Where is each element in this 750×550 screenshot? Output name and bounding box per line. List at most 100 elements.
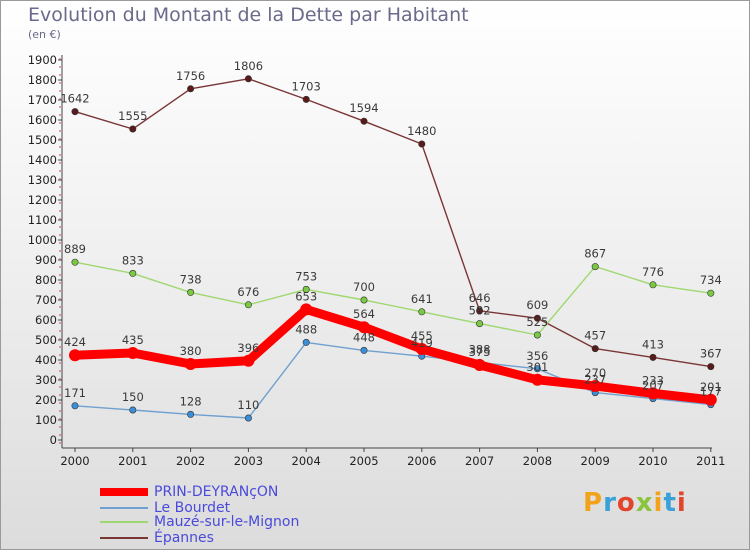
x-tick-label: 2009 [581,454,610,468]
data-point [358,321,370,334]
y-tick-label: 800 [35,273,57,287]
data-label: 525 [526,315,548,329]
series-line [74,341,712,419]
chart-subtitle: (en €) [28,28,61,41]
data-label: 419 [411,336,433,350]
y-tick-label: 1800 [28,73,57,87]
data-point [302,285,310,293]
data-label: 734 [700,273,722,287]
data-point [242,354,255,367]
data-point [360,346,368,354]
data-label: 776 [642,265,664,279]
data-label: 413 [642,337,664,351]
data-point [129,269,137,277]
data-label: 867 [584,247,606,261]
data-label: 207 [642,379,664,393]
y-tick-label: 600 [35,313,57,327]
logo-letter: P [583,488,604,518]
data-point [533,331,541,339]
y-tick-label: 700 [35,293,57,307]
y-tick-label: 200 [35,393,57,407]
data-point [126,347,139,359]
data-label: 1642 [60,92,89,106]
series-line [74,78,712,368]
legend-swatch [100,521,148,523]
data-label: 128 [180,394,202,408]
legend-swatch [100,507,148,509]
data-point [187,410,195,418]
data-label: 582 [469,304,491,318]
data-point [244,75,252,83]
data-point [184,358,197,370]
y-tick-label: 100 [35,413,57,427]
legend-label: PRIN-DEYRANçON [154,484,279,500]
data-point [360,296,368,304]
y-tick-label: 1700 [28,93,57,107]
data-point [531,373,544,386]
x-tick-label: 2002 [176,454,205,468]
data-label: 396 [237,341,259,355]
legend-label: Épannes [154,530,214,546]
data-label: 301 [526,360,548,374]
logo-letter: i [676,488,687,518]
data-label: 457 [584,329,606,343]
data-point [476,320,484,328]
y-tick-label: 1400 [28,153,57,167]
data-point [704,393,717,406]
data-point [300,303,313,316]
data-label: 609 [526,298,548,312]
data-point [647,387,659,400]
legend-item-epannes[interactable]: Épannes [100,530,214,546]
data-label: 375 [469,345,491,359]
data-point [71,258,79,266]
data-point [418,140,426,148]
data-label: 646 [469,291,491,305]
x-tick-label: 2008 [523,454,552,468]
data-label: 833 [122,253,144,267]
y-tick-label: 500 [35,333,57,347]
logo-letter: i [653,488,664,518]
data-point [473,359,486,371]
legend-swatch [100,537,148,539]
x-tick-label: 2010 [638,454,667,468]
data-point [187,85,195,93]
data-label: 1480 [407,124,436,138]
legend-item-prin-deyrancon[interactable]: PRIN-DEYRANçON [100,484,278,500]
data-label: 150 [122,390,144,404]
data-point [707,363,715,371]
data-point [415,343,428,355]
data-label: 424 [64,335,86,349]
series-line [74,261,712,336]
x-tick-label: 2004 [292,454,321,468]
logo-letter: o [616,488,636,518]
x-tick-label: 2001 [118,454,147,468]
data-label: 889 [64,242,86,256]
data-label: 738 [180,272,202,286]
x-tick-label: 2007 [465,454,494,468]
data-label: 1594 [349,101,378,115]
y-tick-label: 1200 [28,193,57,207]
data-label: 201 [700,380,722,394]
logo-letter: t [663,488,677,518]
x-tick-label: 2005 [349,454,378,468]
y-tick-label: 1900 [28,53,57,67]
data-label: 110 [237,398,259,412]
data-point [129,406,137,414]
legend-item-le-bourdet[interactable]: Le Bourdet [100,500,230,516]
data-point [589,380,602,392]
data-point [649,353,657,361]
data-label: 177 [700,385,722,399]
y-tick-label: 1600 [28,113,57,127]
data-label: 380 [180,344,202,358]
legend-label: Le Bourdet [154,500,231,516]
legend-item-mauze-sur-le-mignon[interactable]: Mauzé-sur-le-Mignon [100,514,299,530]
data-label: 435 [122,333,144,347]
x-tick-label: 2006 [407,454,436,468]
data-label: 641 [411,292,433,306]
y-tick-label: 0 [50,433,57,447]
data-label: 700 [353,280,375,294]
data-point [533,365,541,373]
data-point [360,117,368,125]
